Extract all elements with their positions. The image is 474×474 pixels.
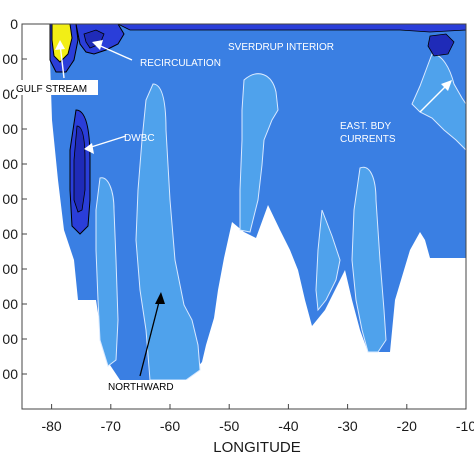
annotation-sverdrup-interior: SVERDRUP INTERIOR	[228, 42, 334, 53]
x-axis-title: LONGITUDE	[213, 439, 301, 456]
northward-band	[135, 83, 201, 381]
seafloor-bottom	[22, 380, 466, 409]
x-axis: -80 -70 -60 -50 -40 -30 -20 -10	[41, 404, 474, 434]
y-tick-label: 00	[2, 226, 18, 242]
annotation-arrows	[59, 43, 449, 149]
x-tick-label: -50	[219, 418, 239, 434]
annotation-gulf-stream: GULF STREAM	[16, 84, 87, 95]
central-band	[239, 73, 279, 233]
gulf-stream-label-bg	[14, 80, 98, 95]
annotation-recirculation: RECIRCULATION	[140, 58, 221, 69]
east-surface-dark	[427, 33, 455, 57]
x-tick-label: -40	[278, 418, 298, 434]
annotation-dwbc: DWBC	[124, 133, 155, 144]
y-tick-label: 00	[2, 191, 18, 207]
dwbc-inner	[73, 125, 86, 213]
x-tick-label: -30	[337, 418, 357, 434]
y-tick-label: 00	[2, 296, 18, 312]
x-tick-label: -70	[101, 418, 121, 434]
y-tick-label: 00	[2, 261, 18, 277]
east-boundary-band	[411, 53, 466, 151]
x-tick-label: -60	[160, 418, 180, 434]
annotation-arrowheads	[55, 40, 452, 154]
gulf-stream-core	[51, 24, 73, 63]
western-band	[95, 177, 119, 367]
y-tick-label: 00	[2, 121, 18, 137]
y-tick-label: 00	[2, 51, 18, 67]
surface-dark-strip	[117, 24, 466, 33]
y-tick-label: 00	[2, 331, 18, 347]
annotation-east-bdy: EAST. BDY	[340, 121, 391, 132]
eastern-band-mid	[351, 166, 387, 353]
y-tick-label: 0	[10, 16, 18, 32]
y-tick-label: 00	[2, 156, 18, 172]
x-tick-label: -80	[41, 418, 61, 434]
mid-east-band	[315, 209, 341, 312]
annotation-northward: NORTHWARD	[108, 382, 174, 393]
northward-arrow	[139, 292, 165, 377]
x-tick-label: -20	[397, 418, 417, 434]
y-tick-label: 00	[2, 366, 18, 382]
annotation-currents: CURRENTS	[340, 134, 396, 145]
plot-frame	[21, 23, 467, 410]
x-tick-label: -10	[456, 418, 474, 434]
